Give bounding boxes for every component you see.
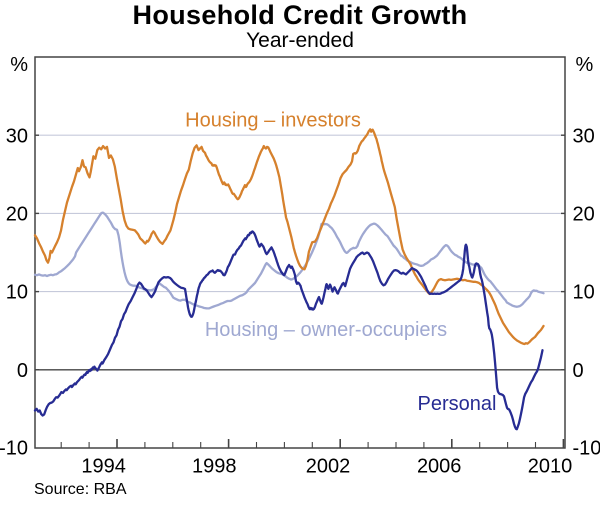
svg-text:%: % [10, 54, 28, 76]
svg-text:10: 10 [6, 282, 28, 304]
svg-text:-10: -10 [573, 438, 600, 460]
svg-text:Year-ended: Year-ended [246, 29, 354, 52]
svg-text:20: 20 [6, 204, 28, 226]
svg-text:1998: 1998 [192, 456, 237, 478]
svg-text:2010: 2010 [528, 456, 573, 478]
svg-text:0: 0 [573, 360, 584, 382]
svg-text:2002: 2002 [306, 456, 351, 478]
svg-text:2006: 2006 [417, 456, 462, 478]
svg-text:-10: -10 [0, 438, 28, 460]
svg-text:Personal: Personal [418, 393, 497, 415]
svg-text:1994: 1994 [81, 456, 126, 478]
svg-text:0: 0 [17, 360, 28, 382]
svg-text:Housing – investors: Housing – investors [185, 110, 361, 132]
svg-text:Household Credit Growth: Household Credit Growth [132, 0, 467, 30]
svg-text:%: % [576, 54, 594, 76]
svg-text:30: 30 [6, 126, 28, 148]
svg-text:Housing – owner-occupiers: Housing – owner-occupiers [205, 319, 447, 341]
svg-text:Source: RBA: Source: RBA [34, 481, 127, 498]
svg-text:20: 20 [573, 204, 595, 226]
svg-text:30: 30 [573, 126, 595, 148]
svg-text:10: 10 [573, 282, 595, 304]
